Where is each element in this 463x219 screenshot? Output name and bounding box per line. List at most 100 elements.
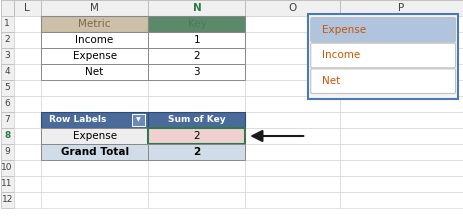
Bar	[1, 16, 14, 32]
Bar	[340, 32, 463, 48]
Bar	[1, 176, 14, 192]
Bar	[14, 160, 41, 176]
Bar	[149, 32, 245, 48]
Bar	[149, 192, 245, 208]
Text: 2: 2	[193, 147, 200, 157]
Bar	[149, 16, 245, 32]
Text: Metric: Metric	[78, 19, 111, 29]
Text: P: P	[399, 3, 405, 13]
Bar	[340, 112, 463, 128]
Bar	[41, 32, 149, 48]
Bar	[14, 176, 41, 192]
Bar	[1, 128, 14, 144]
Text: Row Labels: Row Labels	[49, 115, 106, 124]
Bar	[1, 0, 14, 16]
Text: O: O	[288, 3, 297, 13]
Text: 2: 2	[194, 51, 200, 61]
Bar	[1, 192, 14, 208]
Bar	[149, 128, 245, 144]
Bar	[41, 64, 149, 80]
Bar	[245, 160, 340, 176]
Bar	[41, 0, 149, 16]
Bar	[41, 64, 149, 80]
Text: 1: 1	[194, 35, 200, 45]
Bar	[308, 14, 458, 99]
Text: Expense: Expense	[322, 25, 366, 35]
Bar	[14, 32, 41, 48]
Bar	[14, 192, 41, 208]
Text: 5: 5	[4, 83, 10, 92]
Text: N: N	[193, 3, 201, 13]
Text: 2: 2	[194, 131, 200, 141]
Text: M: M	[90, 3, 99, 13]
Bar	[149, 112, 245, 128]
Text: Expense: Expense	[73, 131, 117, 141]
Text: Income: Income	[75, 35, 114, 45]
Bar	[149, 80, 245, 96]
Bar	[14, 80, 41, 96]
Bar	[1, 112, 14, 128]
Bar	[41, 32, 149, 48]
Bar	[1, 48, 14, 64]
Text: Key: Key	[188, 19, 206, 29]
Bar	[245, 0, 340, 16]
Bar	[41, 96, 149, 112]
Text: 12: 12	[1, 196, 13, 205]
Bar	[149, 128, 245, 144]
Bar	[41, 48, 149, 64]
Text: 6: 6	[4, 99, 10, 108]
Bar	[41, 160, 149, 176]
Bar	[340, 96, 463, 112]
Bar	[245, 176, 340, 192]
Bar	[149, 112, 245, 128]
Text: 7: 7	[4, 115, 10, 124]
Bar	[245, 128, 340, 144]
Text: Expense: Expense	[73, 51, 117, 61]
Text: 10: 10	[1, 164, 13, 173]
Text: Net: Net	[86, 67, 104, 77]
Bar	[245, 96, 340, 112]
Bar	[149, 160, 245, 176]
FancyBboxPatch shape	[311, 18, 456, 42]
Bar	[14, 128, 41, 144]
Bar	[41, 192, 149, 208]
Bar	[245, 32, 340, 48]
Bar	[1, 96, 14, 112]
Text: Net: Net	[322, 76, 340, 86]
Bar	[14, 64, 41, 80]
Bar	[149, 0, 245, 16]
FancyBboxPatch shape	[311, 43, 456, 68]
Bar	[41, 128, 149, 144]
Bar	[41, 112, 149, 128]
Bar	[340, 80, 463, 96]
Text: 9: 9	[4, 148, 10, 157]
Bar	[245, 16, 340, 32]
Bar	[245, 80, 340, 96]
Bar	[1, 160, 14, 176]
Text: 3: 3	[4, 51, 10, 60]
Bar	[149, 64, 245, 80]
FancyBboxPatch shape	[132, 113, 145, 125]
Text: 4: 4	[4, 67, 10, 76]
Bar	[340, 160, 463, 176]
Bar	[149, 48, 245, 64]
Bar	[149, 64, 245, 80]
Bar	[340, 0, 463, 16]
Bar	[149, 96, 245, 112]
Bar	[340, 176, 463, 192]
Bar	[245, 64, 340, 80]
Bar	[41, 144, 149, 160]
Text: Income: Income	[322, 51, 361, 60]
Bar	[1, 80, 14, 96]
FancyBboxPatch shape	[311, 69, 456, 94]
Bar	[41, 48, 149, 64]
Bar	[14, 112, 41, 128]
Bar	[149, 32, 245, 48]
Text: 11: 11	[1, 180, 13, 189]
Bar	[340, 16, 463, 32]
Bar	[1, 32, 14, 48]
Bar	[41, 16, 149, 32]
Bar	[41, 128, 149, 144]
Bar	[41, 144, 149, 160]
Bar	[14, 144, 41, 160]
